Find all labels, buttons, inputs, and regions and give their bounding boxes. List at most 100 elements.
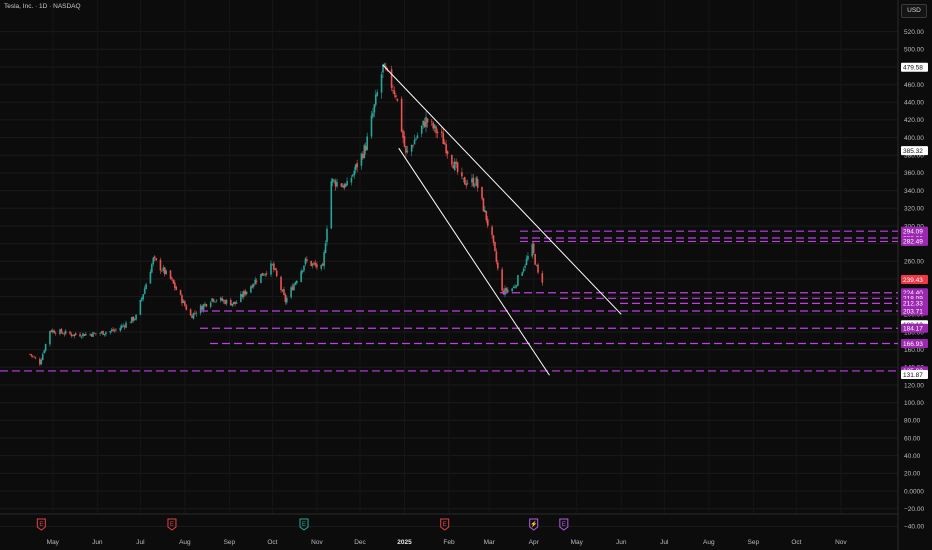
candle-body (356, 162, 358, 168)
candle-body (405, 146, 407, 153)
candle-body (330, 181, 333, 229)
candle-body (153, 256, 156, 259)
candle-body (341, 185, 344, 188)
candle-body (209, 302, 212, 307)
candle-body (250, 286, 252, 293)
candle-body (214, 301, 216, 303)
candle-body (416, 135, 419, 139)
candle-body (433, 124, 436, 129)
candle-body (49, 331, 51, 345)
price-label: 212.33 (903, 301, 923, 308)
candle-body (400, 98, 403, 132)
candle-body (403, 136, 406, 147)
candle-body (44, 343, 47, 351)
currency-button[interactable]: USD (901, 4, 927, 18)
x-tick-label: Dec (354, 539, 366, 546)
candle-body (472, 177, 475, 187)
candle-body (110, 330, 113, 332)
candle-body (340, 183, 343, 187)
candle-body (334, 180, 337, 187)
candle-body (352, 174, 354, 177)
candle-body (169, 270, 172, 279)
candle-body (95, 333, 97, 334)
candle-body (501, 269, 503, 291)
candle-body (85, 333, 87, 336)
candle-body (413, 139, 416, 145)
candle-body (390, 69, 393, 88)
event-badge (36, 518, 46, 531)
candle-body (484, 209, 486, 213)
candle-body (132, 316, 134, 321)
event-badge (529, 518, 539, 531)
candle-body (296, 280, 298, 283)
candle-body (162, 267, 165, 271)
x-tick-label: 2025 (397, 539, 412, 546)
x-tick-label: Sep (748, 539, 760, 546)
grid (0, 0, 899, 550)
candle-body (100, 331, 103, 334)
candle-body (527, 255, 529, 260)
event-marker[interactable]: E (36, 518, 46, 531)
candle-body (109, 331, 112, 333)
event-marker[interactable]: E (559, 518, 569, 531)
candle-body (204, 303, 206, 306)
candle-body (174, 282, 176, 288)
candle-body (432, 122, 435, 129)
price-labels: 479.58385.32294.09286.36282.49239.43224.… (901, 62, 928, 379)
price-label-bg (901, 298, 928, 308)
event-marker[interactable]: E (299, 518, 309, 531)
candle-body (251, 285, 254, 288)
candle-body (442, 133, 445, 145)
candle-body (426, 118, 429, 123)
candle-body (486, 219, 489, 226)
candle-body (219, 297, 222, 301)
candle-body (72, 335, 74, 336)
candle-body (252, 284, 255, 287)
candle-body (70, 333, 73, 336)
candle-body (141, 297, 143, 301)
candle-body (202, 304, 205, 311)
candle-body (74, 333, 77, 335)
candle-body (119, 327, 122, 331)
candle-body (205, 304, 208, 307)
candle-body (465, 183, 468, 186)
candle-body (275, 270, 278, 277)
price-label: 294.09 (903, 228, 923, 235)
symbol-title[interactable]: Tesla, Inc. · 1D · NASDAQ (4, 3, 81, 10)
candle-body (354, 164, 357, 171)
candle-body (382, 64, 384, 73)
candle-body (245, 291, 248, 295)
candle-body (59, 329, 61, 335)
candle-body (151, 264, 153, 273)
candle-body (139, 299, 142, 315)
price-label-bg (901, 236, 928, 246)
event-marker[interactable]: ⚡ (529, 518, 539, 531)
candle-body (264, 273, 267, 276)
candle-body (69, 331, 71, 334)
event-marker[interactable]: E (167, 518, 177, 531)
candle-body (395, 95, 397, 98)
y-tick-label: 500.00 (904, 47, 924, 54)
candle-body (143, 288, 146, 295)
candle-body (155, 258, 157, 261)
candle-body (80, 336, 83, 338)
candle-body (505, 288, 508, 292)
candle-body (149, 272, 152, 284)
price-label: 166.93 (903, 341, 923, 348)
candle-body (33, 356, 35, 358)
candle-body (30, 354, 33, 356)
event-marker[interactable]: E (440, 518, 450, 531)
candle-body (386, 68, 389, 70)
candle-body (201, 305, 203, 310)
event-badge (440, 518, 450, 531)
candle-body (531, 244, 534, 257)
candle-body (241, 294, 244, 297)
candle-body (443, 142, 446, 145)
candle-body (133, 319, 136, 320)
price-label-bg (901, 62, 928, 72)
candle-body (360, 153, 363, 166)
event-badge (559, 518, 569, 531)
candle-body (102, 330, 104, 335)
x-tick-label: Aug (179, 539, 191, 546)
